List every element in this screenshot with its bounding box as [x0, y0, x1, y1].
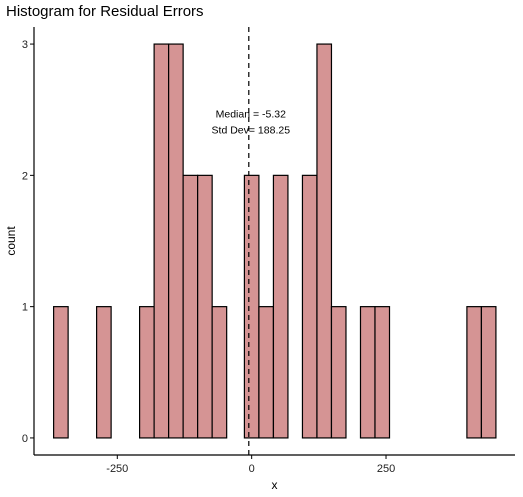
y-tick-label: 2 [22, 170, 28, 182]
y-tick-label: 3 [22, 39, 28, 51]
histogram-bar [169, 44, 184, 438]
histogram-bar [140, 307, 155, 438]
histogram-bar [212, 307, 227, 438]
histogram-bar [317, 44, 332, 438]
histogram-bar [244, 175, 259, 438]
histogram-bar [198, 175, 213, 438]
histogram-bar [273, 175, 288, 438]
histogram-bar [467, 307, 482, 438]
annotation-text: Std Dev= 188.25 [212, 124, 291, 136]
y-axis-title: count [4, 226, 18, 256]
annotation-text: Median = -5.32 [216, 109, 286, 121]
x-tick-label: -250 [106, 463, 128, 475]
histogram-bar [360, 307, 375, 438]
histogram-bar [54, 307, 69, 438]
histogram-bar [481, 307, 496, 438]
y-tick-label: 1 [22, 302, 28, 314]
x-tick-label: 0 [249, 463, 255, 475]
histogram-bar [154, 44, 169, 438]
histogram-bar [302, 175, 317, 438]
histogram-bars [54, 44, 496, 438]
y-tick-label: 0 [22, 433, 28, 445]
histogram-bar [259, 307, 274, 438]
histogram-bar [331, 307, 346, 438]
histogram-bar [183, 175, 198, 438]
x-tick-label: 250 [377, 463, 395, 475]
histogram-bar [97, 307, 112, 438]
histogram-bar [375, 307, 390, 438]
x-axis-title: x [272, 478, 278, 492]
